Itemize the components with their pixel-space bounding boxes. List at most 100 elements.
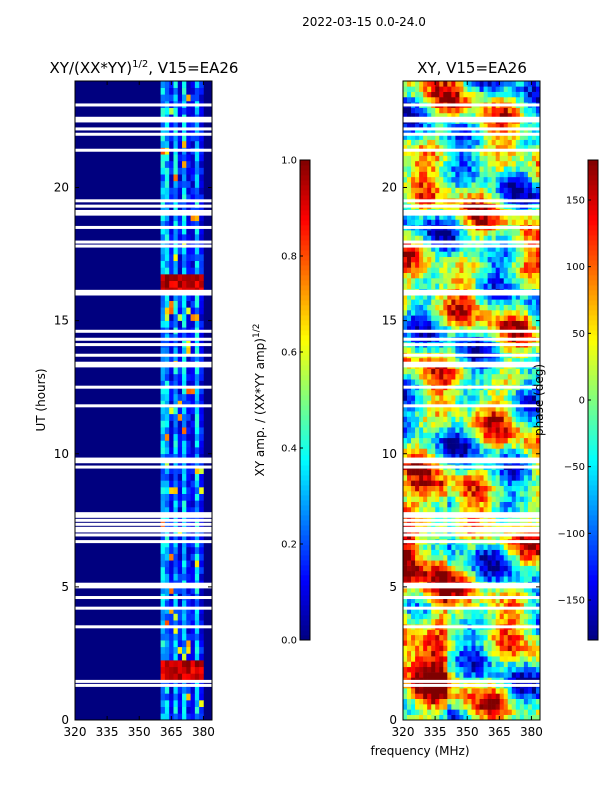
phase-cell bbox=[427, 192, 432, 199]
phase-cell bbox=[523, 299, 529, 305]
amplitude-cell bbox=[177, 320, 183, 328]
phase-cell bbox=[515, 373, 521, 380]
amplitude-cell bbox=[199, 127, 204, 135]
phase-cell bbox=[523, 267, 529, 273]
phase-cell bbox=[419, 640, 424, 646]
phase-cell bbox=[491, 123, 496, 130]
phase-cell bbox=[479, 150, 484, 156]
phase-cell bbox=[463, 187, 468, 194]
phase-cell bbox=[423, 613, 428, 620]
phase-cell bbox=[459, 357, 464, 364]
phase-cell bbox=[527, 379, 533, 385]
phase-cell bbox=[443, 294, 448, 300]
phase-cell bbox=[451, 475, 456, 481]
amplitude-cell bbox=[186, 480, 191, 488]
amplitude-cell bbox=[182, 420, 187, 428]
phase-cell bbox=[507, 554, 513, 561]
phase-cell bbox=[439, 443, 444, 449]
phase-cell bbox=[419, 373, 424, 380]
phase-cell bbox=[479, 294, 484, 300]
phase-cell bbox=[407, 405, 412, 412]
phase-cell bbox=[459, 666, 464, 673]
amplitude-cell bbox=[199, 546, 204, 554]
amplitude-cell bbox=[190, 646, 196, 654]
phase-cell bbox=[415, 507, 420, 513]
phase-cell bbox=[515, 661, 521, 668]
amplitude-cell bbox=[186, 553, 191, 561]
phase-cell bbox=[431, 272, 436, 279]
phase-cell bbox=[483, 613, 488, 620]
phase-cell bbox=[411, 416, 416, 423]
phase-cell bbox=[471, 427, 476, 433]
phase-cell bbox=[479, 570, 484, 577]
phase-cell bbox=[451, 709, 456, 715]
phase-cell bbox=[467, 411, 472, 417]
amplitude-cell bbox=[186, 673, 191, 681]
phase-cell bbox=[479, 661, 484, 668]
amplitude-cell bbox=[160, 573, 166, 581]
phase-cell bbox=[531, 656, 537, 662]
phase-cell bbox=[443, 666, 448, 673]
amplitude-cell bbox=[194, 134, 200, 142]
amplitude-cell bbox=[169, 507, 174, 514]
phase-cell bbox=[535, 262, 541, 268]
phase-cell bbox=[507, 187, 513, 194]
phase-cell bbox=[463, 549, 468, 556]
phase-cell bbox=[471, 128, 476, 135]
phase-cell bbox=[451, 554, 456, 561]
colorbar-segment bbox=[300, 590, 310, 596]
colorbar-segment bbox=[300, 170, 310, 176]
phase-cell bbox=[439, 602, 444, 609]
phase-cell bbox=[483, 496, 488, 502]
phase-cell bbox=[431, 294, 436, 300]
phase-cell bbox=[403, 554, 408, 561]
amplitude-cell bbox=[173, 227, 179, 235]
phase-cell bbox=[451, 432, 456, 439]
phase-cell bbox=[535, 299, 541, 305]
phase-cell bbox=[451, 634, 456, 641]
phase-cell bbox=[455, 485, 460, 492]
amplitude-cell bbox=[164, 280, 170, 288]
amplitude-cell bbox=[194, 460, 200, 468]
amplitude-cell bbox=[177, 373, 183, 381]
phase-cell bbox=[415, 304, 420, 311]
phase-cell bbox=[483, 219, 488, 226]
phase-cell bbox=[507, 634, 513, 641]
phase-cell bbox=[531, 304, 537, 311]
amplitude-cell bbox=[182, 573, 187, 581]
phase-cell bbox=[535, 315, 541, 321]
phase-cell bbox=[459, 389, 464, 396]
phase-cell bbox=[423, 586, 428, 593]
phase-cell bbox=[479, 368, 484, 375]
phase-cell bbox=[403, 437, 408, 444]
phase-cell bbox=[503, 549, 509, 556]
phase-cell bbox=[491, 144, 496, 151]
phase-cell bbox=[483, 379, 488, 385]
phase-cell bbox=[503, 554, 509, 561]
phase-cell bbox=[423, 304, 428, 311]
phase-cell bbox=[495, 613, 501, 620]
phase-cell bbox=[507, 304, 513, 311]
phase-cell bbox=[467, 325, 472, 332]
flagged-row bbox=[75, 240, 212, 244]
phase-cell bbox=[479, 347, 484, 353]
phase-cell bbox=[491, 139, 496, 146]
amplitude-cell bbox=[182, 194, 187, 202]
phase-cell bbox=[463, 192, 468, 199]
phase-cell bbox=[459, 331, 464, 337]
phase-cell bbox=[407, 395, 412, 401]
amplitude-cell bbox=[173, 234, 179, 242]
phase-cell bbox=[447, 395, 452, 401]
phase-cell bbox=[515, 634, 521, 641]
amplitude-cell bbox=[190, 120, 196, 128]
amplitude-cell bbox=[194, 487, 200, 494]
phase-cell bbox=[491, 219, 496, 226]
phase-cell bbox=[455, 709, 460, 715]
phase-cell bbox=[419, 427, 424, 433]
amplitude-cell bbox=[169, 700, 174, 707]
phase-cell bbox=[531, 389, 537, 396]
phase-cell bbox=[491, 395, 496, 401]
phase-cell bbox=[499, 602, 505, 609]
phase-cell bbox=[423, 491, 428, 497]
phase-cell bbox=[459, 544, 464, 550]
